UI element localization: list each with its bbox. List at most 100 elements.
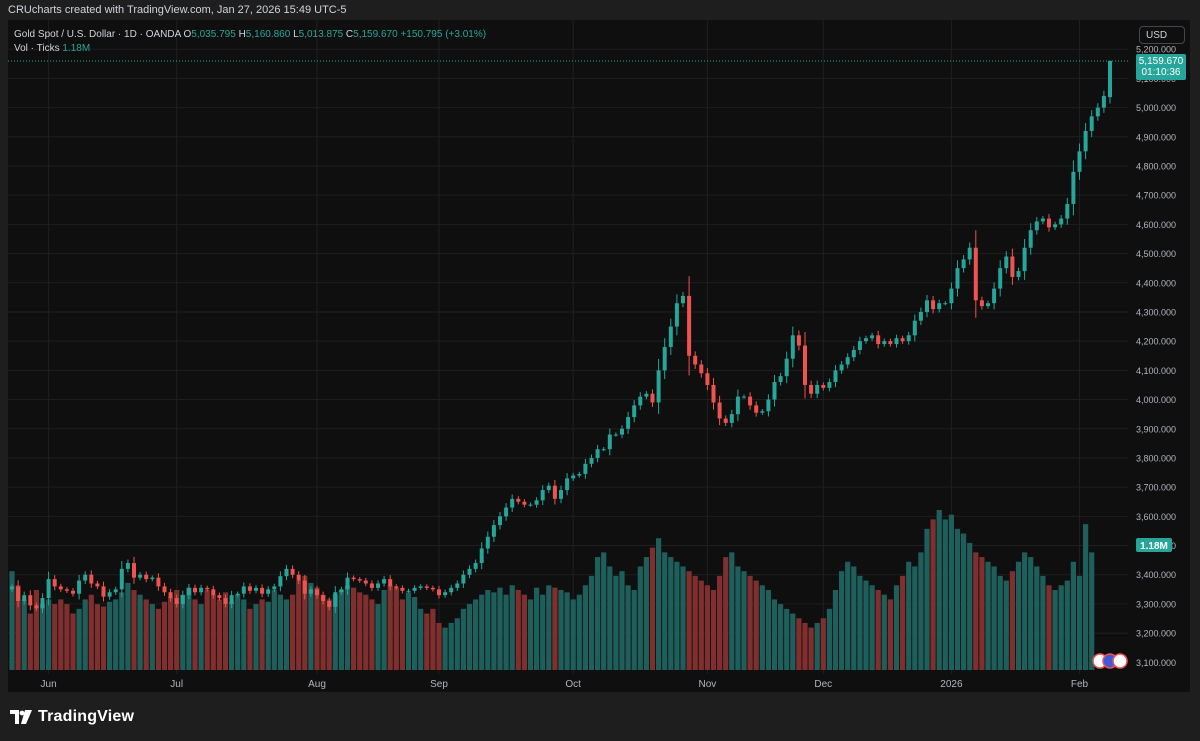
candle-body — [644, 393, 649, 397]
volume-bar — [52, 604, 58, 670]
price-tick-label: 4,400.000 — [1136, 278, 1176, 288]
candle-body — [796, 335, 801, 346]
volume-bar — [887, 599, 893, 670]
candle-body — [766, 399, 771, 412]
volume-bar — [784, 608, 790, 670]
volume-bar — [448, 622, 454, 670]
volume-bar — [259, 599, 265, 670]
candle-body — [284, 568, 289, 577]
candle-body — [943, 303, 948, 305]
candlestick-chart[interactable]: 3,100.0003,200.0003,300.0003,400.0003,50… — [8, 20, 1190, 692]
volume-bar — [88, 594, 94, 670]
candle-body — [113, 589, 118, 593]
candle-body — [461, 574, 466, 584]
volume-bar — [674, 561, 680, 670]
candle-body — [52, 579, 57, 587]
candle-body — [1077, 151, 1082, 172]
volume-bar — [906, 561, 912, 670]
price-tick-label: 4,200.000 — [1136, 337, 1176, 347]
volume-bar — [76, 608, 82, 670]
legend-symbol-row[interactable]: Gold Spot / U.S. Dollar · 1D · OANDA O5,… — [14, 28, 486, 42]
volume-bar — [564, 592, 570, 670]
currency-button[interactable]: USD — [1139, 26, 1185, 44]
candle-body — [833, 370, 838, 383]
volume-bar — [113, 599, 119, 670]
close-label: C — [345, 29, 354, 40]
candle-body — [315, 589, 319, 596]
tradingview-logo[interactable]: TradingView — [10, 708, 134, 726]
candle-body — [1083, 130, 1088, 152]
candle-body — [674, 303, 679, 327]
candle-body — [1053, 224, 1058, 228]
volume-bar — [900, 575, 906, 670]
candle-body — [138, 574, 143, 578]
volume-label[interactable]: Vol · Ticks — [14, 43, 60, 54]
volume-bar — [82, 599, 88, 670]
volume-bar — [668, 557, 674, 670]
volume-bar — [656, 538, 662, 670]
price-tick-label: 3,600.000 — [1136, 512, 1176, 522]
event-flags[interactable] — [1092, 653, 1128, 669]
candle-body — [357, 579, 362, 581]
price-tick-label: 4,100.000 — [1136, 366, 1176, 376]
candle-body — [1059, 218, 1064, 225]
time-tick-label: Jul — [170, 679, 183, 690]
candle-body — [1047, 218, 1051, 228]
candle-body — [418, 586, 423, 588]
candle-body — [552, 485, 557, 499]
symbol-label[interactable]: Gold Spot / U.S. Dollar · 1D · OANDA — [14, 29, 181, 40]
volume-bar — [1076, 575, 1083, 670]
volume-bar — [216, 599, 222, 670]
candle-body — [626, 417, 631, 429]
candle-body — [772, 382, 777, 400]
change-value: +150.795 (+3.01%) — [400, 29, 487, 40]
grid — [8, 20, 1128, 674]
candle-body — [516, 498, 521, 502]
time-axis[interactable]: Jun Jul Aug Sep Oct Nov Dec 2026 Feb — [41, 679, 1089, 690]
candle-body — [973, 247, 978, 301]
volume-badge-text: 1.18M — [1140, 541, 1168, 552]
volume-bar — [735, 566, 741, 670]
candle-body — [71, 590, 75, 594]
candle-body — [211, 589, 216, 596]
candle-body — [247, 586, 252, 591]
candle-body — [565, 478, 570, 491]
price-tick-label: 5,200.000 — [1136, 45, 1176, 55]
candle-body — [577, 474, 582, 476]
volume-bar — [296, 580, 302, 670]
candle-body — [443, 592, 448, 596]
chart-panel[interactable]: 3,100.0003,200.0003,300.0003,400.0003,50… — [8, 20, 1190, 692]
volume-bar — [363, 594, 369, 670]
volume-bar — [161, 601, 168, 670]
us-flag-icon[interactable] — [1112, 653, 1128, 669]
chart-legend[interactable]: Gold Spot / U.S. Dollar · 1D · OANDA O5,… — [14, 28, 486, 56]
volume-bar — [466, 604, 473, 670]
candle-body — [918, 311, 923, 321]
volume-bar — [967, 542, 973, 670]
legend-volume-row[interactable]: Vol · Ticks 1.18M — [14, 42, 486, 56]
high-value: 5,160.860 — [245, 29, 291, 40]
volume-bar — [1083, 524, 1089, 670]
candle-body — [534, 500, 539, 505]
volume-bar — [283, 599, 290, 670]
candle-body — [1010, 256, 1015, 277]
volume-bar — [747, 575, 753, 670]
volume-bar — [381, 590, 387, 670]
candle-body — [40, 598, 45, 609]
low-value: 5,013.875 — [298, 29, 344, 40]
volume-bar — [582, 585, 588, 670]
candle-body — [132, 563, 136, 578]
candle-body — [546, 485, 551, 491]
volume-bar — [961, 533, 967, 670]
volume-bar — [198, 604, 204, 670]
candle-body — [748, 396, 753, 406]
candle-body — [278, 576, 283, 587]
volume-bar — [436, 622, 442, 670]
volume-bar — [94, 604, 100, 670]
volume-bar — [631, 590, 637, 670]
volume-bar — [125, 582, 131, 670]
candle-body — [290, 568, 295, 575]
candle-body — [150, 577, 155, 580]
candle-body — [1065, 203, 1070, 219]
price-axis[interactable]: 3,100.0003,200.0003,300.0003,400.0003,50… — [1136, 45, 1176, 668]
